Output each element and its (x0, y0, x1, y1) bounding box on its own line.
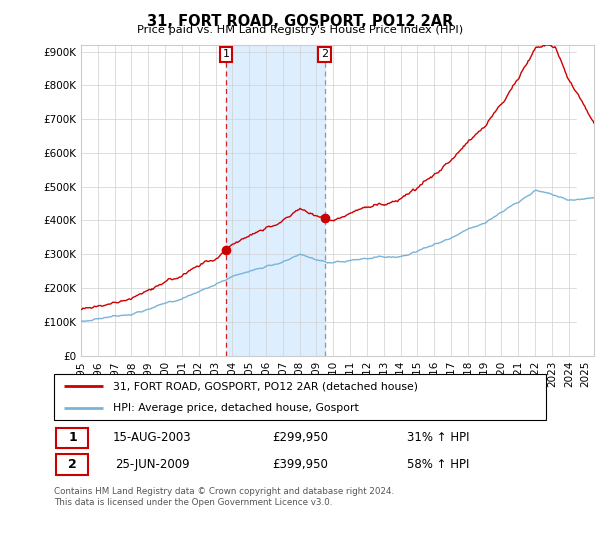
Text: 2: 2 (321, 49, 328, 59)
Text: 31, FORT ROAD, GOSPORT, PO12 2AR (detached house): 31, FORT ROAD, GOSPORT, PO12 2AR (detach… (113, 381, 418, 391)
FancyBboxPatch shape (56, 428, 88, 448)
FancyBboxPatch shape (54, 374, 546, 420)
Text: 15-AUG-2003: 15-AUG-2003 (113, 431, 192, 445)
FancyBboxPatch shape (56, 455, 88, 475)
Text: 1: 1 (223, 49, 229, 59)
Text: 25-JUN-2009: 25-JUN-2009 (115, 458, 190, 472)
Text: Contains HM Land Registry data © Crown copyright and database right 2024.
This d: Contains HM Land Registry data © Crown c… (54, 487, 394, 507)
Text: 58% ↑ HPI: 58% ↑ HPI (407, 458, 469, 472)
Text: £299,950: £299,950 (272, 431, 328, 445)
Text: Price paid vs. HM Land Registry's House Price Index (HPI): Price paid vs. HM Land Registry's House … (137, 25, 463, 35)
Text: 2: 2 (68, 458, 77, 472)
Text: £399,950: £399,950 (272, 458, 328, 472)
Text: HPI: Average price, detached house, Gosport: HPI: Average price, detached house, Gosp… (113, 403, 359, 413)
Text: 31, FORT ROAD, GOSPORT, PO12 2AR: 31, FORT ROAD, GOSPORT, PO12 2AR (147, 14, 453, 29)
Bar (577, 45, 600, 356)
Text: 31% ↑ HPI: 31% ↑ HPI (407, 431, 469, 445)
Bar (226, 45, 325, 356)
Text: 1: 1 (68, 431, 77, 445)
